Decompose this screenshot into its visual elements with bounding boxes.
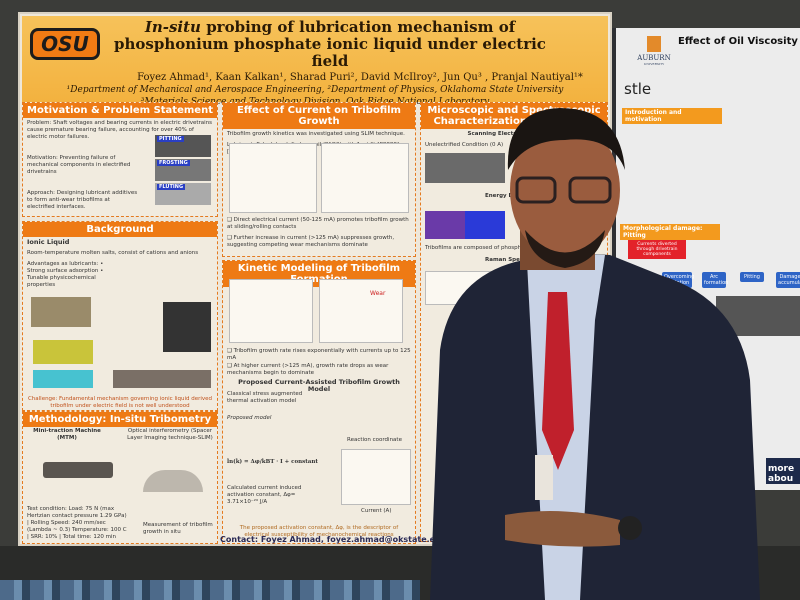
wristwatch xyxy=(618,516,642,540)
chart-image xyxy=(33,370,93,388)
fluting-label: FLUTING xyxy=(157,184,186,190)
equation: ln(k) = Δφ/kBT · I + constant xyxy=(227,459,318,465)
tie xyxy=(542,292,574,470)
reaction-coordinate-label: Reaction coordinate xyxy=(347,437,402,443)
proposed-label: Proposed model xyxy=(227,415,272,421)
mtm-diagram xyxy=(43,462,113,478)
intro: Tribofilm growth kinetics was investigat… xyxy=(227,131,405,137)
section-title: Methodology: In-situ Tribometry xyxy=(23,412,217,427)
glasses-right-lens xyxy=(568,176,612,204)
film-thickness-short-time-plot xyxy=(321,143,409,213)
frosting-image: FROSTING xyxy=(155,159,211,181)
sem-image xyxy=(425,153,505,183)
title-italic: In-situ xyxy=(144,18,201,36)
hands xyxy=(505,511,620,547)
poster-header: OSU In-situ probing of lubrication mecha… xyxy=(22,16,608,107)
raman-label: Raman Spectroscopy xyxy=(485,257,551,263)
optical-label: Optical interferometry (Spacer Layer Ima… xyxy=(127,428,213,441)
university-sub: UNIVERSITY xyxy=(643,62,665,66)
classical-text: Classical stress augmented thermal activ… xyxy=(227,391,303,404)
step-2: Arc formation xyxy=(702,272,729,288)
approach-text: Approach: Designing lubricant additives … xyxy=(27,190,138,210)
ln-rate-vs-current-plot xyxy=(341,449,411,505)
tem-image xyxy=(163,302,211,352)
unelec-label: Unelectrified Condition (0 A) xyxy=(425,142,504,148)
model-title: Proposed Current-Assisted Tribofilm Grow… xyxy=(238,378,400,393)
step-3: Pitting xyxy=(740,272,764,282)
section-title: Background xyxy=(23,222,217,237)
stle-logo: stle xyxy=(624,80,652,98)
step-4: Damage accumulation xyxy=(776,272,800,288)
current-axis-label: Current (A) xyxy=(361,508,392,514)
title-rest: probing of lubrication mechanism of phos… xyxy=(114,18,546,70)
ball-diagram xyxy=(143,470,203,492)
face xyxy=(510,120,620,260)
poster-title: In-situ probing of lubrication mechanism… xyxy=(22,19,608,70)
background-text: Room-temperature molten salts, consist o… xyxy=(27,250,199,256)
beard xyxy=(525,230,605,268)
background-section: Background Ionic Liquid Room-temperature… xyxy=(22,221,218,411)
methodology-section: Methodology: In-situ Tribometry Mini-tra… xyxy=(22,411,218,544)
film-thickness-vs-time-plot xyxy=(229,143,317,213)
edx-map xyxy=(425,211,505,239)
contact-info: Contact: Foyez Ahmad, foyez.ahmad@okstat… xyxy=(220,535,447,544)
wear-track-images xyxy=(113,370,211,388)
bullet-1: ❑ Direct electrical current (50-125 mA) … xyxy=(227,217,409,230)
section-title: Motivation & Problem Statement xyxy=(23,103,217,118)
frosting-label: FROSTING xyxy=(157,160,190,166)
section-title: Effect of Current on Tribofilm Growth xyxy=(223,103,415,129)
auburn-logo: AUBURN UNIVERSITY xyxy=(636,36,672,66)
intro-header: Introduction and motivation xyxy=(622,108,722,124)
problem-text: Problem: Shaft voltages and bearing curr… xyxy=(27,120,213,140)
neighbor-title: Effect of Oil Viscosity and In xyxy=(678,36,800,47)
glasses-left-lens xyxy=(515,176,557,204)
name-badge xyxy=(535,455,553,500)
mtm-label: Mini-traction Machine (MTM) xyxy=(33,428,101,441)
caption: Measurement of tribofilm growth in situ xyxy=(143,522,213,535)
effect-section: Effect of Current on Tribofilm Growth Tr… xyxy=(222,102,416,257)
fluting-image: FLUTING xyxy=(155,183,211,205)
test-condition: Test condition: Load: 75 N (max Hertzian… xyxy=(27,506,127,540)
suit-jacket xyxy=(430,252,760,600)
afm-image xyxy=(33,340,93,364)
bullet-2: ❑ Further increase in current (>125 mA) … xyxy=(227,235,395,248)
footer-text: The proposed activation constant, Δφ, is… xyxy=(239,525,399,538)
damage-header: Morphological damage: Pitting xyxy=(620,224,720,240)
challenge-text: Challenge: Fundamental mechanism governi… xyxy=(27,396,213,409)
thickness-vs-time-plot xyxy=(229,279,313,343)
growth-rate-vs-current-plot: Wear xyxy=(319,279,403,343)
pitting-image: PITTING xyxy=(155,135,211,157)
activation-constant: Calculated current induced activation co… xyxy=(227,485,302,505)
tribofilm-image xyxy=(31,297,91,327)
bullet-2: ❑ At higher current (>125 mA), growth ra… xyxy=(227,363,389,376)
advantages-text: Advantages as lubricants: • Strong surfa… xyxy=(27,261,104,288)
bullet-1: ❑ Tribofilm growth rate rises exponentia… xyxy=(227,348,411,361)
subtitle: Ionic Liquid xyxy=(27,238,70,246)
motivation-text: Motivation: Preventing failure of mechan… xyxy=(27,155,131,175)
pitting-label: PITTING xyxy=(157,136,184,142)
carpet xyxy=(0,580,420,600)
university-name: AUBURN xyxy=(637,54,671,62)
wear-label: Wear xyxy=(370,290,386,297)
authors: Foyez Ahmad¹, Kaan Kalkan¹, Sharad Puri²… xyxy=(137,72,583,83)
currents-box: Currents diverted through drivetrain com… xyxy=(628,240,686,259)
more-banner: more abou xyxy=(766,458,800,484)
motivation-section: Motivation & Problem Statement Problem: … xyxy=(22,102,218,217)
osu-logo: OSU xyxy=(30,28,100,60)
bearing-damage-images: PITTING FROSTING FLUTING xyxy=(155,135,211,207)
tribofilm-text: Tribofilms are composed of phosphorus xyxy=(425,245,534,251)
kinetic-section: Kinetic Modeling of Tribofilm Formation … xyxy=(222,260,416,544)
tower-icon xyxy=(647,36,661,52)
hair xyxy=(507,108,625,170)
affiliation-1: ¹Department of Mechanical and Aerospace … xyxy=(66,85,564,95)
